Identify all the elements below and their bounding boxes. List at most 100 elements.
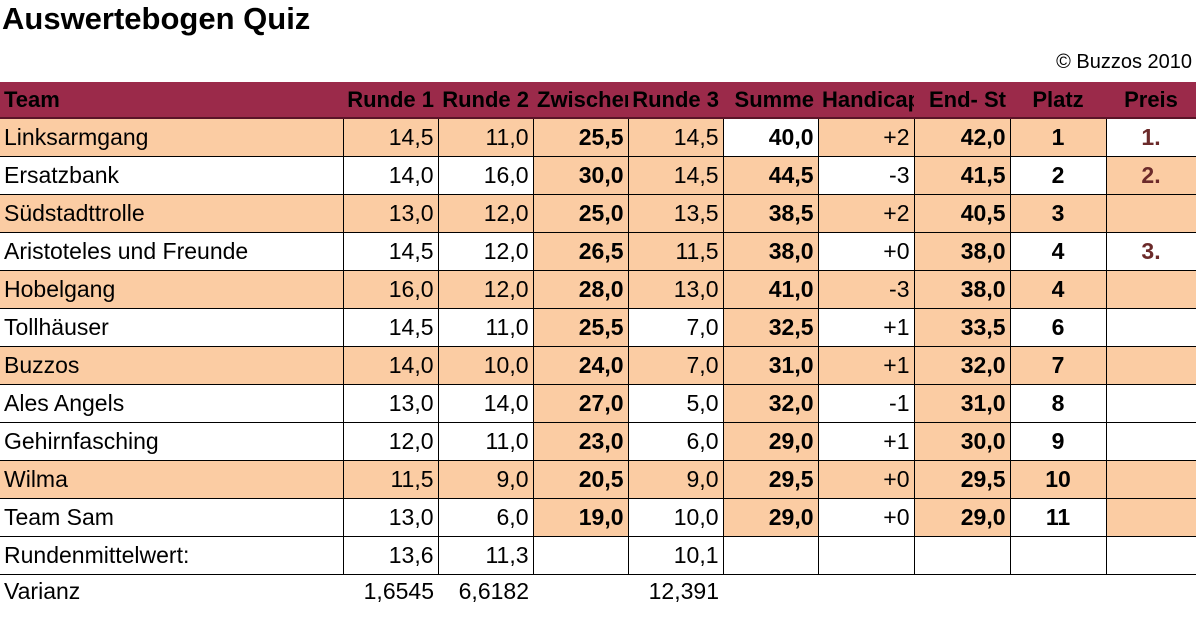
- header-runde2: Runde 2: [438, 82, 533, 119]
- runde3-cell: 14,5: [627, 156, 723, 195]
- runde1-cell: 14,5: [342, 118, 438, 157]
- platz-cell: 1: [1009, 118, 1106, 157]
- preis-cell: [1105, 270, 1196, 309]
- runde3-cell: 13,0: [627, 270, 723, 309]
- variance-empty: [1010, 574, 1106, 608]
- endstand-cell: 29,0: [913, 498, 1010, 537]
- mean-runde2: 11,3: [437, 536, 533, 575]
- runde3-cell: 7,0: [627, 346, 723, 385]
- sheet-title: Auswertebogen Quiz: [2, 1, 311, 36]
- zwischensumme-cell: 26,5: [532, 232, 628, 271]
- runde3-cell: 14,5: [627, 118, 723, 157]
- mean-runde3: 10,1: [627, 536, 723, 575]
- preis-cell: 2.: [1105, 156, 1196, 195]
- preis-cell: [1105, 346, 1196, 385]
- mean-empty: [532, 536, 628, 575]
- summe-cell: 38,0: [722, 232, 818, 271]
- variance-empty: [914, 574, 1010, 608]
- mean-empty: [913, 536, 1010, 575]
- table-row: Ales Angels 13,0 14,0 27,0 5,0 32,0 -1 31,0 8: [0, 384, 1196, 423]
- runde1-cell: 14,5: [342, 308, 438, 347]
- endstand-cell: 38,0: [913, 270, 1010, 309]
- zwischensumme-cell: 24,0: [532, 346, 628, 385]
- runde2-cell: 10,0: [437, 346, 533, 385]
- table-row: Ersatzbank 14,0 16,0 30,0 14,5 44,5 -3 41,5 2 2.: [0, 156, 1196, 195]
- runde2-cell: 9,0: [437, 460, 533, 499]
- header-endstand: End- St: [914, 82, 1010, 119]
- runde2-cell: 6,0: [437, 498, 533, 537]
- team-cell: Wilma: [0, 460, 343, 499]
- endstand-cell: 30,0: [913, 422, 1010, 461]
- handicap-cell: +1: [817, 308, 914, 347]
- preis-cell: [1105, 460, 1196, 499]
- mean-empty: [1009, 536, 1106, 575]
- endstand-cell: 29,5: [913, 460, 1010, 499]
- summe-cell: 41,0: [722, 270, 818, 309]
- runde3-cell: 9,0: [627, 460, 723, 499]
- mean-empty: [1105, 536, 1196, 575]
- table-row: Wilma 11,5 9,0 20,5 9,0 29,5 +0 29,5 10: [0, 460, 1196, 499]
- runde1-cell: 14,5: [342, 232, 438, 271]
- endstand-cell: 33,5: [913, 308, 1010, 347]
- handicap-cell: +1: [817, 346, 914, 385]
- handicap-cell: +2: [817, 194, 914, 233]
- zwischensumme-cell: 20,5: [532, 460, 628, 499]
- header-runde3: Runde 3: [628, 82, 723, 119]
- team-cell: Tollhäuser: [0, 308, 343, 347]
- handicap-cell: +0: [817, 498, 914, 537]
- endstand-cell: 40,5: [913, 194, 1010, 233]
- endstand-cell: 41,5: [913, 156, 1010, 195]
- platz-cell: 7: [1009, 346, 1106, 385]
- handicap-cell: +0: [817, 232, 914, 271]
- runde2-cell: 11,0: [437, 422, 533, 461]
- table-row: Aristoteles und Freunde 14,5 12,0 26,5 11,5 3…: [0, 232, 1196, 271]
- team-cell: Ersatzbank: [0, 156, 343, 195]
- zwischensumme-cell: 30,0: [532, 156, 628, 195]
- platz-cell: 11: [1009, 498, 1106, 537]
- header-zwischensumme: Zwischensumme: [533, 82, 628, 119]
- runde2-cell: 11,0: [437, 308, 533, 347]
- handicap-cell: -1: [817, 384, 914, 423]
- summe-cell: 29,5: [722, 460, 818, 499]
- preis-cell: 1.: [1105, 118, 1196, 157]
- runde1-cell: 14,0: [342, 346, 438, 385]
- variance-label: Varianz: [4, 577, 81, 604]
- runde1-cell: 11,5: [342, 460, 438, 499]
- summe-cell: 29,0: [722, 498, 818, 537]
- summe-cell: 32,0: [722, 384, 818, 423]
- platz-cell: 8: [1009, 384, 1106, 423]
- endstand-cell: 38,0: [913, 232, 1010, 271]
- variance-runde1: 1,6545: [363, 577, 434, 604]
- runde2-cell: 12,0: [437, 194, 533, 233]
- table-row: Tollhäuser 14,5 11,0 25,5 7,0 32,5 +1 33,5 6: [0, 308, 1196, 347]
- zwischensumme-cell: 19,0: [532, 498, 628, 537]
- variance-row: Varianz 1,6545 6,6182 12,391: [0, 574, 1196, 608]
- summe-cell: 44,5: [722, 156, 818, 195]
- mean-row: Rundenmittelwert: 13,6 11,3 10,1: [0, 536, 1196, 575]
- runde2-cell: 12,0: [437, 270, 533, 309]
- runde3-cell: 13,5: [627, 194, 723, 233]
- zwischensumme-cell: 28,0: [532, 270, 628, 309]
- mean-empty: [817, 536, 914, 575]
- endstand-cell: 32,0: [913, 346, 1010, 385]
- team-cell: Hobelgang: [0, 270, 343, 309]
- table-row: Linksarmgang 14,5 11,0 25,5 14,5 40,0 +2 42,0 1 1…: [0, 118, 1196, 157]
- preis-cell: [1105, 498, 1196, 537]
- summe-cell: 31,0: [722, 346, 818, 385]
- team-cell: Linksarmgang: [0, 118, 343, 157]
- runde3-cell: 10,0: [627, 498, 723, 537]
- summe-cell: 40,0: [722, 118, 818, 157]
- runde1-cell: 16,0: [342, 270, 438, 309]
- header-runde1: Runde 1: [343, 82, 438, 119]
- mean-label: Rundenmittelwert:: [0, 536, 343, 575]
- runde1-cell: 13,0: [342, 384, 438, 423]
- zwischensumme-cell: 27,0: [532, 384, 628, 423]
- zwischensumme-cell: 23,0: [532, 422, 628, 461]
- variance-empty: [533, 574, 628, 608]
- runde3-cell: 6,0: [627, 422, 723, 461]
- handicap-cell: -3: [817, 156, 914, 195]
- preis-cell: [1105, 194, 1196, 233]
- handicap-cell: -3: [817, 270, 914, 309]
- runde2-cell: 16,0: [437, 156, 533, 195]
- table-row: Hobelgang 16,0 12,0 28,0 13,0 41,0 -3 38,0 4: [0, 270, 1196, 309]
